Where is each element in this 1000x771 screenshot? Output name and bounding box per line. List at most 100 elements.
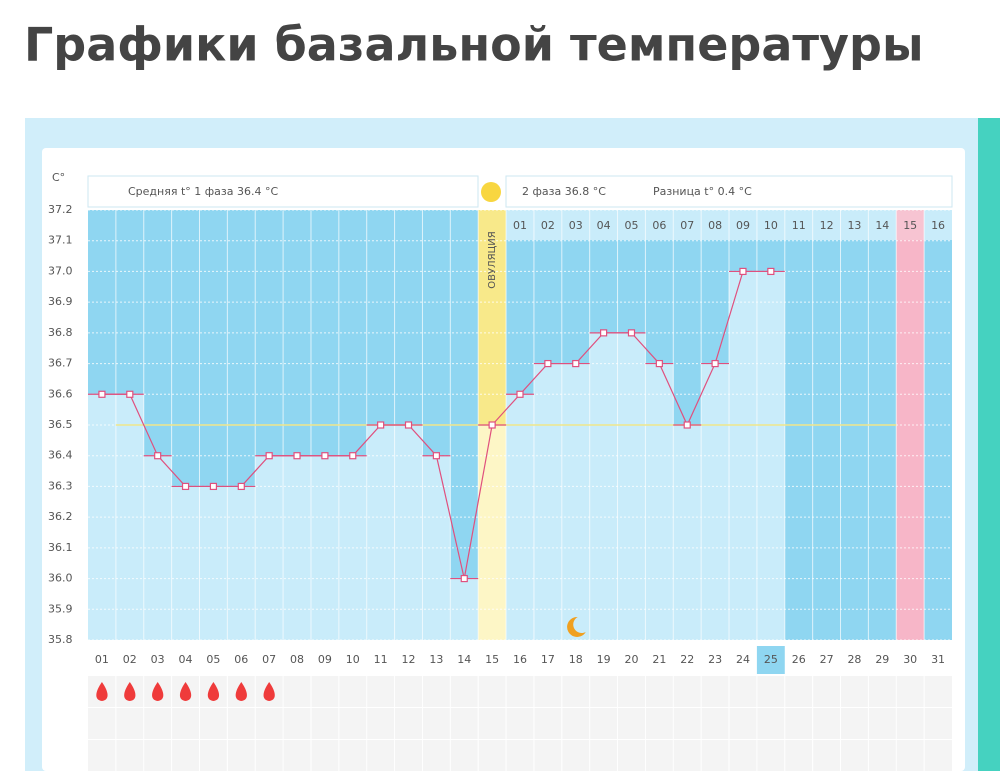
marker: [432, 452, 440, 460]
bar: [478, 425, 507, 640]
x-tick-label: 23: [708, 653, 722, 666]
phase2-cell: [617, 210, 646, 240]
marker: [488, 421, 496, 429]
bar: [394, 425, 423, 640]
x-tick-label: 25: [764, 653, 778, 666]
y-tick-label: 36.4: [48, 449, 73, 462]
marker: [516, 390, 524, 398]
x-tick-label: 27: [820, 653, 834, 666]
phase2-cell: [756, 210, 785, 240]
x-tick-label: 05: [206, 653, 220, 666]
x-tick-label: 17: [541, 653, 555, 666]
difference-summary: Разница t° 0.4 °C: [653, 185, 752, 198]
phase2-day-label: 08: [708, 219, 722, 232]
x-tick-label: 16: [513, 653, 527, 666]
y-tick-label: 36.1: [48, 541, 73, 554]
marker: [98, 390, 106, 398]
phase2-day-label: 12: [820, 219, 834, 232]
bar: [199, 486, 228, 640]
period-drop: [152, 682, 164, 701]
phase2-day-label: 10: [764, 219, 778, 232]
x-tick-label: 13: [429, 653, 443, 666]
period-drop: [179, 682, 192, 701]
marker: [767, 267, 775, 276]
phase2-cell: [784, 210, 813, 240]
y-tick-label: 36.5: [48, 418, 73, 431]
x-tick-label: 21: [652, 653, 666, 666]
x-tick-label: 10: [346, 653, 360, 666]
marker: [209, 482, 218, 491]
x-tick-label: 28: [847, 653, 861, 666]
marker: [349, 452, 357, 460]
phase2-cell: [812, 210, 841, 240]
marker: [377, 421, 385, 429]
phase2-day-label: 01: [513, 219, 527, 232]
phase2-summary: 2 фаза 36.8 °C: [522, 185, 606, 198]
phase2-cell: [533, 210, 562, 240]
phase2-cell: [729, 210, 757, 240]
sun-icon: [481, 182, 501, 202]
y-tick-label: 35.8: [48, 633, 73, 646]
x-tick-label: 01: [95, 653, 109, 666]
bar: [533, 363, 562, 640]
marker: [265, 452, 273, 460]
note-row: [88, 676, 952, 707]
phase2-cell: [645, 210, 674, 240]
phase2-cell: [868, 210, 897, 240]
bar: [171, 486, 200, 640]
marker: [126, 390, 134, 398]
marker: [460, 574, 468, 583]
phase2-cell: [701, 210, 730, 240]
x-tick-label: 29: [875, 653, 889, 666]
phase2-day-label: 06: [652, 219, 666, 232]
phase2-cell: [561, 210, 590, 240]
note-row: [88, 708, 952, 739]
marker: [181, 482, 190, 491]
x-tick-label: 26: [792, 653, 806, 666]
phase2-day-label: 07: [680, 219, 694, 232]
ovulation-label: ОВУЛЯЦИЯ: [487, 231, 498, 289]
x-tick-label: 30: [903, 653, 917, 666]
x-tick-label: 24: [736, 653, 750, 666]
x-tick-label: 19: [597, 653, 611, 666]
phase1-summary: Средняя t° 1 фаза 36.4 °C: [128, 185, 278, 198]
x-tick-label: 14: [457, 653, 471, 666]
x-tick-label: 11: [374, 653, 388, 666]
phase2-day-label: 02: [541, 219, 555, 232]
phase2-day-label: 09: [736, 219, 750, 232]
y-tick-label: 36.8: [48, 326, 73, 339]
x-tick-label: 18: [569, 653, 583, 666]
bar: [645, 363, 674, 640]
phase2-day-label: 16: [931, 219, 945, 232]
note-row: [88, 740, 952, 771]
phase2-day-label: 13: [847, 219, 861, 232]
phase2-cell: [589, 210, 618, 240]
y-tick-label: 36.2: [48, 510, 73, 523]
x-tick-label: 20: [624, 653, 638, 666]
y-tick-label: 36.6: [48, 387, 73, 400]
phase2-cell: [924, 210, 952, 240]
x-tick-label: 08: [290, 653, 304, 666]
y-tick-label: 36.9: [48, 295, 73, 308]
y-tick-label: 36.0: [48, 572, 73, 585]
marker: [237, 482, 245, 491]
phase2-cell: [840, 210, 869, 240]
x-tick-label: 04: [179, 653, 193, 666]
summary-box: [87, 175, 479, 208]
y-tick-label: 35.9: [48, 602, 73, 615]
marker: [627, 329, 636, 337]
phase2-day-label: 11: [792, 219, 806, 232]
y-unit: C°: [52, 171, 65, 184]
bar: [561, 363, 590, 640]
period-drop: [235, 682, 247, 701]
marker: [293, 452, 301, 460]
summary-box: [505, 175, 953, 208]
marker: [154, 452, 162, 460]
phase2-cell: [506, 210, 534, 240]
phase2-cell: [673, 210, 702, 240]
marker: [404, 421, 413, 429]
x-tick-label: 22: [680, 653, 694, 666]
phase2-day-label: 03: [569, 219, 583, 232]
bar: [227, 486, 256, 640]
marker: [321, 452, 329, 460]
